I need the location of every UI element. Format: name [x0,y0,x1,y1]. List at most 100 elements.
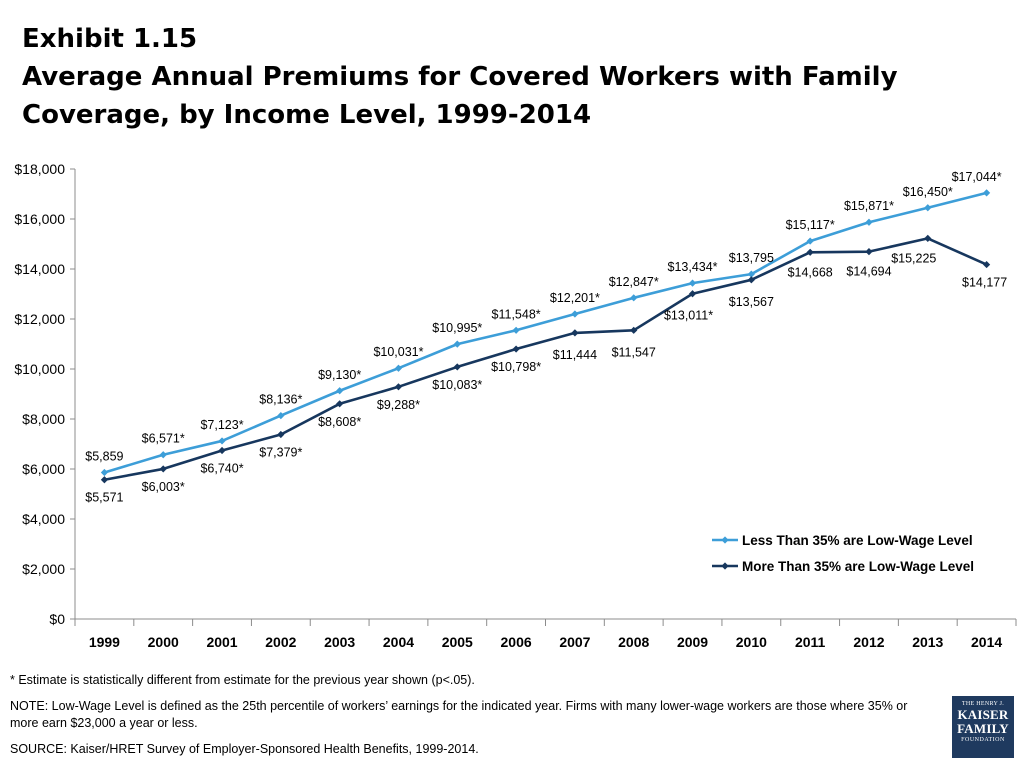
logo-line-2: KAISER [957,707,1009,722]
x-tick-label: 2000 [148,634,179,650]
exhibit-number: Exhibit 1.15 [22,24,198,54]
series-2-point [218,446,226,455]
series-1-point [806,237,814,245]
y-tick-label: $12,000 [14,311,65,327]
series-2-point [571,329,579,337]
x-tick-label: 2011 [795,634,826,650]
exhibit-title: Exhibit 1.15 Average Annual Premiums for… [22,20,1002,134]
y-tick-label: $18,000 [14,161,65,177]
series-2-point [277,430,285,439]
series-1-point [277,412,285,420]
series-1-data-label: $10,995* [432,321,482,335]
legend-marker-2 [721,562,729,570]
series-1-data-label: $15,871* [844,199,894,213]
footnotes: * Estimate is statistically different fr… [10,672,930,767]
series-2-data-label: $14,668 [788,265,833,279]
series-2-data-label: $13,011* [664,309,713,323]
legend-marker-1 [721,536,729,544]
y-tick-label: $4,000 [22,511,65,527]
series-2-data-label: $9,288* [377,398,420,412]
x-tick-label: 2005 [442,634,473,650]
series-1-data-label: $9,130* [318,368,361,382]
series-1-data-label: $6,571* [142,432,185,446]
asterisk-note: * Estimate is statistically different fr… [10,673,475,687]
series-1-point [982,189,991,197]
series-1-point [865,218,873,226]
x-tick-label: 2014 [971,634,1002,650]
series-2-point [630,326,638,334]
series-1-point [571,310,579,318]
series-2-point [512,345,520,353]
kaiser-family-foundation-logo: THE HENRY J. KAISER FAMILY FOUNDATION [952,696,1014,758]
series-2-data-label: $6,740* [200,462,243,476]
series-2-data-label: $11,547 [612,345,656,359]
x-tick-label: 2007 [559,634,590,650]
series-2-data-label: $15,225 [891,251,936,265]
logo-line-1: THE HENRY J. [961,701,1005,707]
y-tick-label: $8,000 [22,411,65,427]
x-tick-label: 2009 [677,634,708,650]
x-tick-label: 2008 [618,634,649,650]
logo-line-3: FAMILY [957,721,1009,736]
series-1-data-label: $5,859 [85,450,123,464]
series-2-point [394,383,403,391]
x-tick-label: 2006 [501,634,532,650]
x-tick-label: 2013 [912,634,943,650]
source-note: SOURCE: Kaiser/HRET Survey of Employer-S… [10,742,479,756]
series-1-data-label: $10,031* [373,345,423,359]
series-1-point [512,326,520,334]
premium-line-chart: $0 $2,000 $4,000 $6,000 $8,000 $10,000 $12,000… [14,161,1017,650]
series-1-data-label: $7,123* [200,418,243,432]
series-1-point [747,270,755,278]
logo-line-4: FOUNDATION [961,737,1005,743]
series-2-data-label: $14,694 [846,265,891,279]
series-2-point [924,234,932,242]
series-line-1 [104,191,987,474]
series-1-point [394,364,403,372]
y-tick-label: $2,000 [22,561,65,577]
series-1-point [336,387,344,395]
series-1-data-label: $12,847* [609,275,659,289]
series-2-point [100,476,109,484]
series-1-point [218,437,226,445]
series-1-data-label: $8,136* [259,393,302,407]
legend-label-2: More Than 35% are Low-Wage Level [742,559,974,574]
series-1-data-label: $13,434* [668,260,718,274]
series-1-point [100,468,109,477]
x-tick-label: 2012 [853,634,884,650]
series-2-data-label: $13,567 [729,295,774,309]
series-2-point [336,400,344,408]
series-1-data-label: $17,044* [952,170,1002,184]
x-tick-label: 2002 [265,634,296,650]
series-2-point [865,248,873,256]
y-tick-label: $6,000 [22,461,65,477]
series-1-point [159,451,167,459]
y-tick-label: $10,000 [14,361,65,377]
series-2-point [159,465,167,473]
series-1-data-label: $15,117* [786,218,835,232]
series-1-data-label: $12,201* [550,291,600,305]
series-1-data-label: $16,450* [903,185,953,199]
series-2-data-label: $10,798* [491,360,541,374]
series-1-point [688,279,697,287]
series-1-data-label: $11,548* [492,307,541,321]
x-tick-label: 2010 [736,634,767,650]
y-tick-label: $16,000 [14,211,65,227]
series-2-data-label: $7,379* [259,446,302,460]
series-2-data-label: $5,571 [85,491,123,505]
x-tick-label: 2003 [324,634,355,650]
y-tick-label: $14,000 [14,261,65,277]
x-tick-label: 2004 [383,634,414,650]
legend-label-1: Less Than 35% are Low-Wage Level [742,533,973,548]
series-2-data-label: $8,608* [318,415,361,429]
series-1-point [630,294,638,302]
series-2-point [453,363,461,371]
series-line-2 [104,237,988,482]
series-2-data-label: $14,177 [962,276,1007,290]
series-2-data-label: $10,083* [432,378,482,392]
series-1-data-label: $13,795 [729,251,774,265]
low-wage-note: NOTE: Low-Wage Level is defined as the 2… [10,699,908,730]
series-1-point [453,340,461,348]
series-2-data-label: $11,444 [553,348,597,362]
chart-title-line-1: Average Annual Premiums for Covered Work… [22,62,898,92]
